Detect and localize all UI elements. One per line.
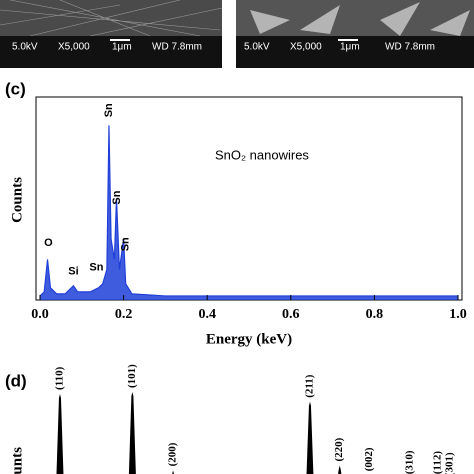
peak-label: (110) (54, 366, 66, 390)
y-axis-label: Counts (9, 447, 25, 474)
peak-label: Si (68, 265, 78, 277)
peak-label: (310) (404, 450, 416, 474)
peak-label: (301) (443, 452, 455, 474)
peak-label: (200) (167, 442, 179, 466)
xrd-peak (306, 401, 314, 474)
spectrum-line (39, 125, 458, 297)
panel-label: (d) (5, 371, 27, 390)
xrd-peak (56, 393, 64, 474)
peak-label: (220) (333, 437, 345, 461)
peak-label: O (44, 237, 53, 249)
peak-label: (112) (431, 451, 443, 474)
xrd-peak (172, 470, 174, 474)
magnification: X5,000 (290, 42, 322, 53)
y-axis-label: Counts (9, 177, 25, 223)
x-tick-label: 0.0 (31, 307, 49, 322)
scale: 1μm (112, 42, 132, 53)
voltage: 5.0kV (244, 42, 270, 53)
nanowire-texture (0, 0, 223, 37)
voltage: 5.0kV (12, 42, 38, 53)
x-tick-label: 0.6 (282, 307, 300, 322)
x-tick-label: 0.4 (198, 307, 216, 322)
peak-label: Sn (120, 237, 132, 251)
panel-label: (c) (5, 79, 26, 98)
peak-label: Sn (89, 261, 103, 273)
peak-label: Sn (103, 103, 115, 117)
distance: WD 7.8mm (152, 42, 202, 53)
sem-captions: 5.0kV X5,000 1μm WD 7.8mm 5.0kV X5,000 1… (12, 42, 435, 53)
info-bar (0, 36, 222, 68)
magnification: X5,000 (58, 42, 90, 53)
annotation: SnO₂ nanowires (215, 147, 309, 162)
scale: 1μm (340, 42, 360, 53)
peak-label: (002) (363, 447, 375, 471)
x-tick-label: 0.8 (366, 307, 384, 322)
info-bar (236, 36, 474, 68)
peak-label: (101) (126, 364, 138, 388)
peak-label: (211) (303, 374, 315, 398)
crystal-texture (250, 2, 470, 36)
x-axis-label: Energy (keV) (206, 331, 292, 347)
distance: WD 7.8mm (385, 42, 435, 53)
x-tick-label: 1.0 (449, 307, 467, 322)
scale-bar (110, 39, 130, 41)
peak-label: Sn (111, 190, 123, 204)
xrd-peak (338, 465, 342, 474)
scale-bar (338, 39, 358, 41)
xrd-peak (128, 392, 136, 474)
x-tick-label: 0.2 (115, 307, 133, 322)
